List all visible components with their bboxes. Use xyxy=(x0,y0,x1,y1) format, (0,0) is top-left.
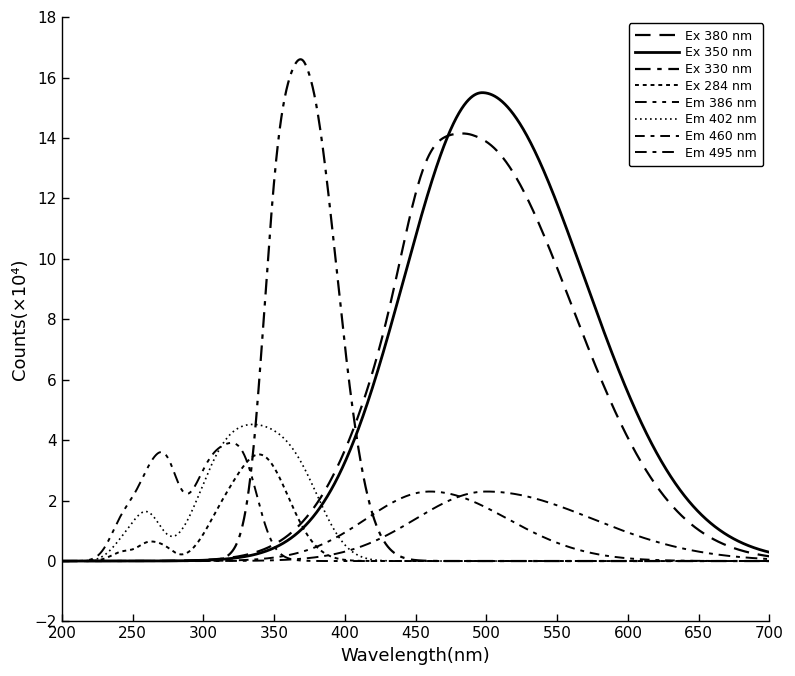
Ex 380 nm xyxy=(334,460,343,468)
Em 495 nm xyxy=(779,556,789,564)
Ex 284 nm xyxy=(182,549,192,557)
Line: Ex 380 nm: Ex 380 nm xyxy=(62,133,784,561)
Ex 380 nm xyxy=(779,554,789,562)
Ex 330 nm xyxy=(366,502,375,510)
Em 386 nm xyxy=(687,557,696,565)
Em 495 nm xyxy=(182,557,192,565)
Legend: Ex 380 nm, Ex 350 nm, Ex 330 nm, Ex 284 nm, Em 386 nm, Em 402 nm, Em 460 nm, Em : Ex 380 nm, Ex 350 nm, Ex 330 nm, Ex 284 … xyxy=(629,24,763,166)
Ex 350 nm xyxy=(765,548,774,556)
Ex 380 nm xyxy=(457,129,467,137)
Em 460 nm xyxy=(779,557,789,565)
Ex 330 nm xyxy=(765,557,774,565)
Ex 380 nm xyxy=(765,552,774,560)
Em 460 nm xyxy=(57,557,67,565)
Line: Ex 330 nm: Ex 330 nm xyxy=(62,59,784,561)
Em 460 nm xyxy=(765,557,774,565)
Em 495 nm xyxy=(365,539,374,547)
Em 386 nm xyxy=(334,557,343,565)
Em 460 nm xyxy=(425,487,435,496)
Em 460 nm xyxy=(139,557,149,565)
Em 460 nm xyxy=(182,557,192,565)
Em 386 nm xyxy=(139,470,149,479)
Ex 284 nm xyxy=(687,557,696,565)
Ex 330 nm xyxy=(139,557,149,565)
Ex 284 nm xyxy=(334,555,343,563)
Ex 380 nm xyxy=(57,557,67,565)
Ex 380 nm xyxy=(139,557,149,565)
Line: Em 402 nm: Em 402 nm xyxy=(62,425,784,561)
Y-axis label: Counts(×10⁴): Counts(×10⁴) xyxy=(11,258,29,380)
X-axis label: Wavelength(nm): Wavelength(nm) xyxy=(341,647,491,665)
Em 402 nm xyxy=(779,557,789,565)
Em 460 nm xyxy=(365,512,374,521)
Ex 330 nm xyxy=(779,557,789,565)
Em 402 nm xyxy=(57,557,67,565)
Ex 380 nm xyxy=(182,556,192,564)
Ex 350 nm xyxy=(139,557,149,565)
Ex 380 nm xyxy=(365,377,374,385)
Ex 284 nm xyxy=(366,557,375,565)
Em 386 nm xyxy=(779,557,789,565)
Em 460 nm xyxy=(687,557,696,565)
Ex 350 nm xyxy=(365,391,374,400)
Line: Em 495 nm: Em 495 nm xyxy=(62,491,784,561)
Ex 284 nm xyxy=(779,557,789,565)
Em 402 nm xyxy=(182,517,192,525)
Ex 330 nm xyxy=(334,287,343,295)
Ex 380 nm xyxy=(687,521,696,529)
Em 386 nm xyxy=(366,557,375,565)
Em 402 nm xyxy=(248,420,258,429)
Em 402 nm xyxy=(139,508,149,516)
Ex 350 nm xyxy=(57,557,67,565)
Em 402 nm xyxy=(366,555,375,563)
Line: Ex 350 nm: Ex 350 nm xyxy=(62,93,784,561)
Ex 330 nm xyxy=(182,557,192,565)
Ex 284 nm xyxy=(254,450,264,458)
Line: Em 386 nm: Em 386 nm xyxy=(62,443,784,561)
Em 495 nm xyxy=(57,557,67,565)
Ex 350 nm xyxy=(478,89,487,97)
Ex 350 nm xyxy=(687,501,696,509)
Em 386 nm xyxy=(227,439,236,447)
Ex 350 nm xyxy=(779,551,789,559)
Ex 330 nm xyxy=(296,55,305,64)
Line: Ex 284 nm: Ex 284 nm xyxy=(62,454,784,561)
Em 495 nm xyxy=(687,546,696,554)
Em 386 nm xyxy=(765,557,774,565)
Em 495 nm xyxy=(334,549,343,557)
Line: Em 460 nm: Em 460 nm xyxy=(62,491,784,561)
Ex 350 nm xyxy=(182,556,192,564)
Em 495 nm xyxy=(765,555,774,563)
Em 386 nm xyxy=(182,490,192,498)
Em 402 nm xyxy=(334,533,343,541)
Em 386 nm xyxy=(57,557,67,565)
Em 460 nm xyxy=(334,532,343,540)
Em 402 nm xyxy=(687,557,696,565)
Ex 330 nm xyxy=(57,557,67,565)
Em 495 nm xyxy=(139,557,149,565)
Ex 330 nm xyxy=(687,557,696,565)
Em 495 nm xyxy=(482,487,491,496)
Ex 284 nm xyxy=(57,557,67,565)
Em 402 nm xyxy=(765,557,774,565)
Ex 350 nm xyxy=(334,471,343,479)
Ex 284 nm xyxy=(139,539,149,548)
Ex 284 nm xyxy=(765,557,774,565)
